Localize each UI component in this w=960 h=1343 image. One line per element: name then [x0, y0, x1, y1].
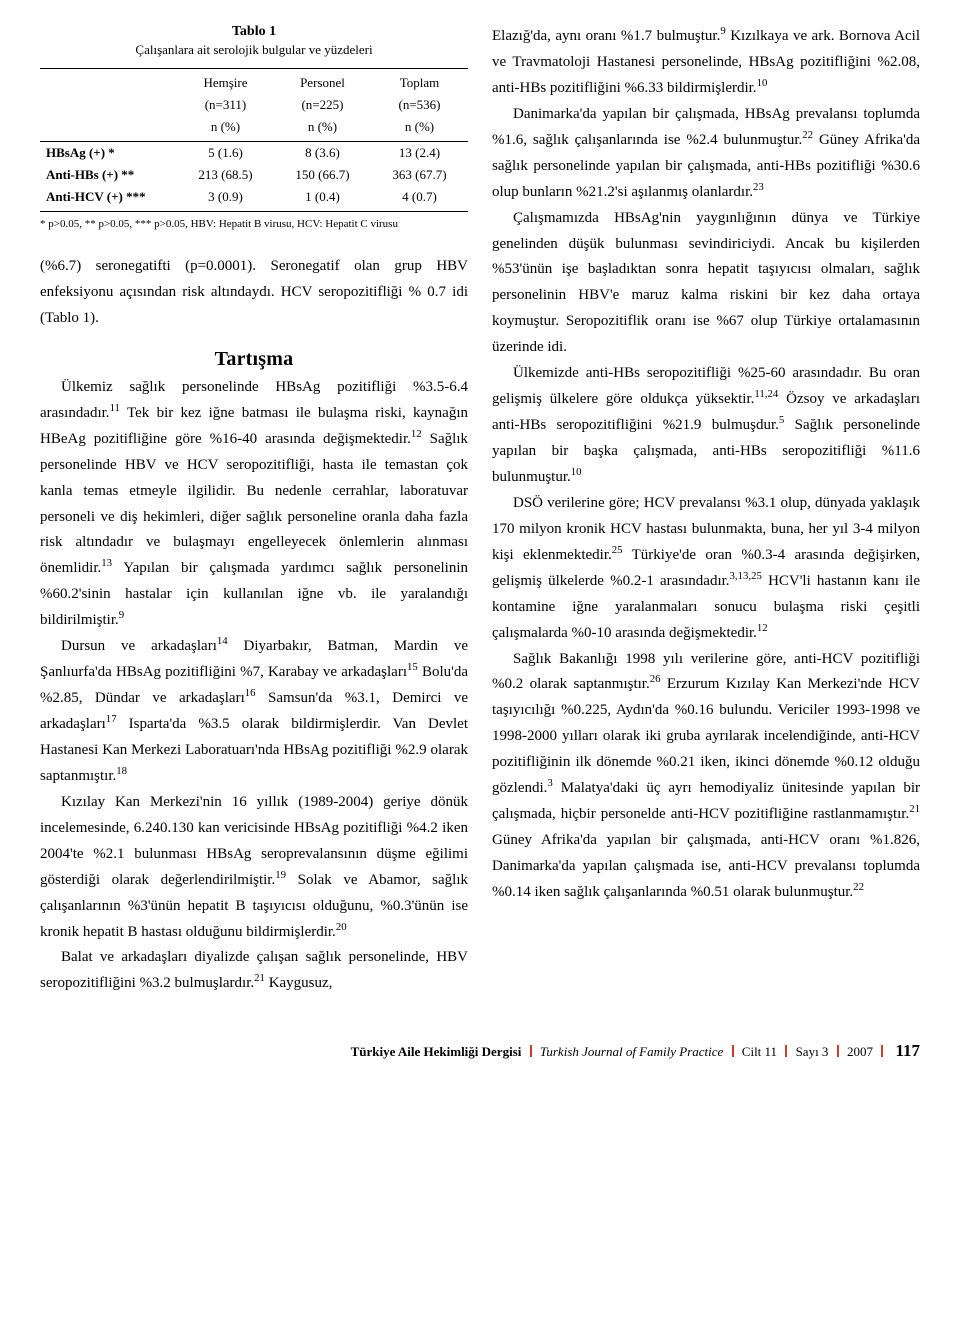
col-n: (n=225)	[274, 94, 371, 116]
col-header: Toplam	[371, 69, 468, 95]
table-row: Anti-HCV (+) *** 3 (0.9) 1 (0.4) 4 (0.7)	[40, 186, 468, 212]
footer-separator-icon	[785, 1045, 787, 1057]
col-n: (n=311)	[177, 94, 274, 116]
paragraph: (%6.7) seronegatifti (p=0.0001). Seroneg…	[40, 254, 468, 332]
paragraph: Çalışmamızda HBsAg'nin yaygınlığının dün…	[492, 206, 920, 362]
footer-separator-icon	[837, 1045, 839, 1057]
right-column: Elazığ'da, aynı oranı %1.7 bulmuştur.9 K…	[492, 24, 920, 997]
footer-journal-en: Turkish Journal of Family Practice	[540, 1044, 723, 1059]
col-unit: n (%)	[274, 116, 371, 142]
col-n: (n=536)	[371, 94, 468, 116]
table-footnote: * p>0.05, ** p>0.05, *** p>0.05, HBV: He…	[40, 218, 468, 230]
footer-separator-icon	[530, 1045, 532, 1057]
col-unit: n (%)	[177, 116, 274, 142]
two-column-layout: Tablo 1 Çalışanlara ait serolojik bulgul…	[40, 24, 920, 997]
paragraph: Kızılay Kan Merkezi'nin 16 yıllık (1989-…	[40, 790, 468, 946]
footer-sayi: Sayı 3	[796, 1044, 829, 1059]
data-table: Hemşire Personel Toplam (n=311) (n=225) …	[40, 68, 468, 212]
paragraph: DSÖ verilerine göre; HCV prevalansı %3.1…	[492, 491, 920, 647]
footer-yil: 2007	[847, 1044, 873, 1059]
table-1: Tablo 1 Çalışanlara ait serolojik bulgul…	[40, 24, 468, 230]
section-heading-tartisma: Tartışma	[40, 348, 468, 371]
footer-page-number: 117	[895, 1041, 920, 1060]
paragraph: Sağlık Bakanlığı 1998 yılı verilerine gö…	[492, 647, 920, 906]
table-title: Tablo 1	[40, 24, 468, 40]
table-subtitle: Çalışanlara ait serolojik bulgular ve yü…	[40, 42, 468, 58]
col-header: Hemşire	[177, 69, 274, 95]
paragraph: Danimarka'da yapılan bir çalışmada, HBsA…	[492, 102, 920, 206]
paragraph: Ülkemizde anti-HBs seropozitifliği %25-6…	[492, 361, 920, 491]
footer-cilt: Cilt 11	[742, 1044, 777, 1059]
page-body: Tablo 1 Çalışanlara ait serolojik bulgul…	[0, 0, 960, 997]
paragraph: Ülkemiz sağlık personelinde HBsAg poziti…	[40, 375, 468, 634]
col-unit: n (%)	[371, 116, 468, 142]
footer-separator-icon	[881, 1045, 883, 1057]
paragraph: Elazığ'da, aynı oranı %1.7 bulmuştur.9 K…	[492, 24, 920, 102]
left-column: Tablo 1 Çalışanlara ait serolojik bulgul…	[40, 24, 468, 997]
table-row: Anti-HBs (+) ** 213 (68.5) 150 (66.7) 36…	[40, 164, 468, 186]
col-header: Personel	[274, 69, 371, 95]
paragraph: Dursun ve arkadaşları14 Diyarbakır, Batm…	[40, 634, 468, 790]
page-footer: Türkiye Aile Hekimliği Dergisi Turkish J…	[0, 1033, 960, 1075]
paragraph: Balat ve arkadaşları diyalizde çalışan s…	[40, 945, 468, 997]
table-row: HBsAg (+) * 5 (1.6) 8 (3.6) 13 (2.4)	[40, 142, 468, 165]
footer-journal-tr: Türkiye Aile Hekimliği Dergisi	[351, 1044, 522, 1059]
footer-separator-icon	[732, 1045, 734, 1057]
